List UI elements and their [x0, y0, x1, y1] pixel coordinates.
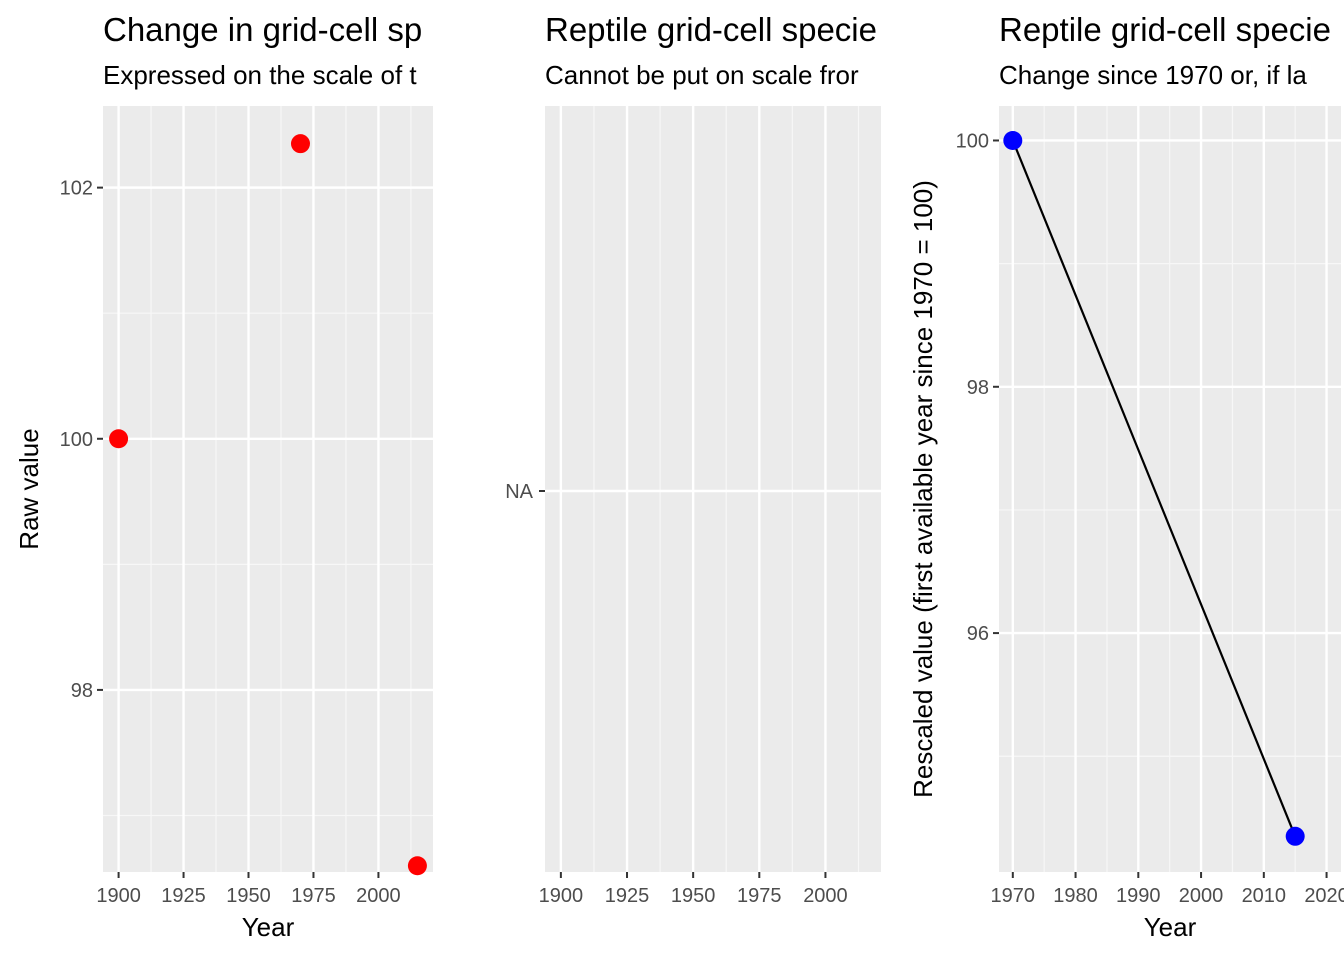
x-tick-label: 1970 — [991, 885, 1036, 907]
chart-panel-2: Reptile grid-cell specie Cannot be put on… — [505, 11, 881, 907]
x-tick-label: 1975 — [291, 885, 336, 907]
series-line — [1011, 140, 1297, 837]
x-tick-label: 2000 — [803, 885, 848, 907]
chart-panel-3: Reptile grid-cell specie Change since 197… — [908, 11, 1344, 942]
panel-title: Change in grid-cell sp — [103, 11, 422, 48]
y-tick-label: NA — [505, 481, 533, 503]
x-axis-title: Year — [1144, 912, 1197, 942]
x-axis-title: Year — [242, 912, 295, 942]
panel-subtitle: Cannot be put on scale fror — [545, 60, 859, 90]
panel-title: Reptile grid-cell specie — [999, 11, 1331, 48]
y-axis-title: Rescaled value (first available year sin… — [908, 180, 938, 798]
x-tick-label: 1950 — [226, 885, 271, 907]
data-point — [1285, 826, 1305, 846]
x-tick-label: 1980 — [1053, 885, 1098, 907]
x-tick-label: 2010 — [1242, 885, 1287, 907]
y-tick-label: 98 — [71, 680, 93, 702]
y-tick-label: 96 — [967, 623, 989, 645]
x-tick-label: 1950 — [671, 885, 716, 907]
x-tick-label: 1975 — [737, 885, 782, 907]
x-tick-label: 2020 — [1304, 885, 1344, 907]
x-tick-label: 1925 — [605, 885, 650, 907]
panel-title: Reptile grid-cell specie — [545, 11, 877, 48]
data-point — [109, 429, 129, 449]
x-tick-label: 1925 — [161, 885, 206, 907]
y-tick-label: 98 — [967, 377, 989, 399]
y-tick-label: 100 — [60, 429, 93, 451]
data-point — [1003, 130, 1023, 150]
panel-subtitle: Expressed on the scale of t — [103, 60, 417, 90]
plot-panel — [545, 106, 881, 872]
y-tick-label: 100 — [956, 130, 989, 152]
plot-panel — [103, 106, 433, 872]
x-tick-label: 2000 — [356, 885, 401, 907]
data-point — [290, 134, 310, 154]
chart-panel-1: Change in grid-cell sp Expressed on the s… — [14, 11, 433, 942]
x-tick-label: 1900 — [96, 885, 141, 907]
data-point — [407, 856, 427, 876]
x-tick-label: 1990 — [1116, 885, 1161, 907]
x-tick-label: 2000 — [1179, 885, 1224, 907]
panel-subtitle: Change since 1970 or, if la — [999, 60, 1307, 90]
y-axis-title: Raw value — [14, 428, 44, 549]
x-tick-label: 1900 — [539, 885, 584, 907]
y-tick-label: 102 — [60, 178, 93, 200]
